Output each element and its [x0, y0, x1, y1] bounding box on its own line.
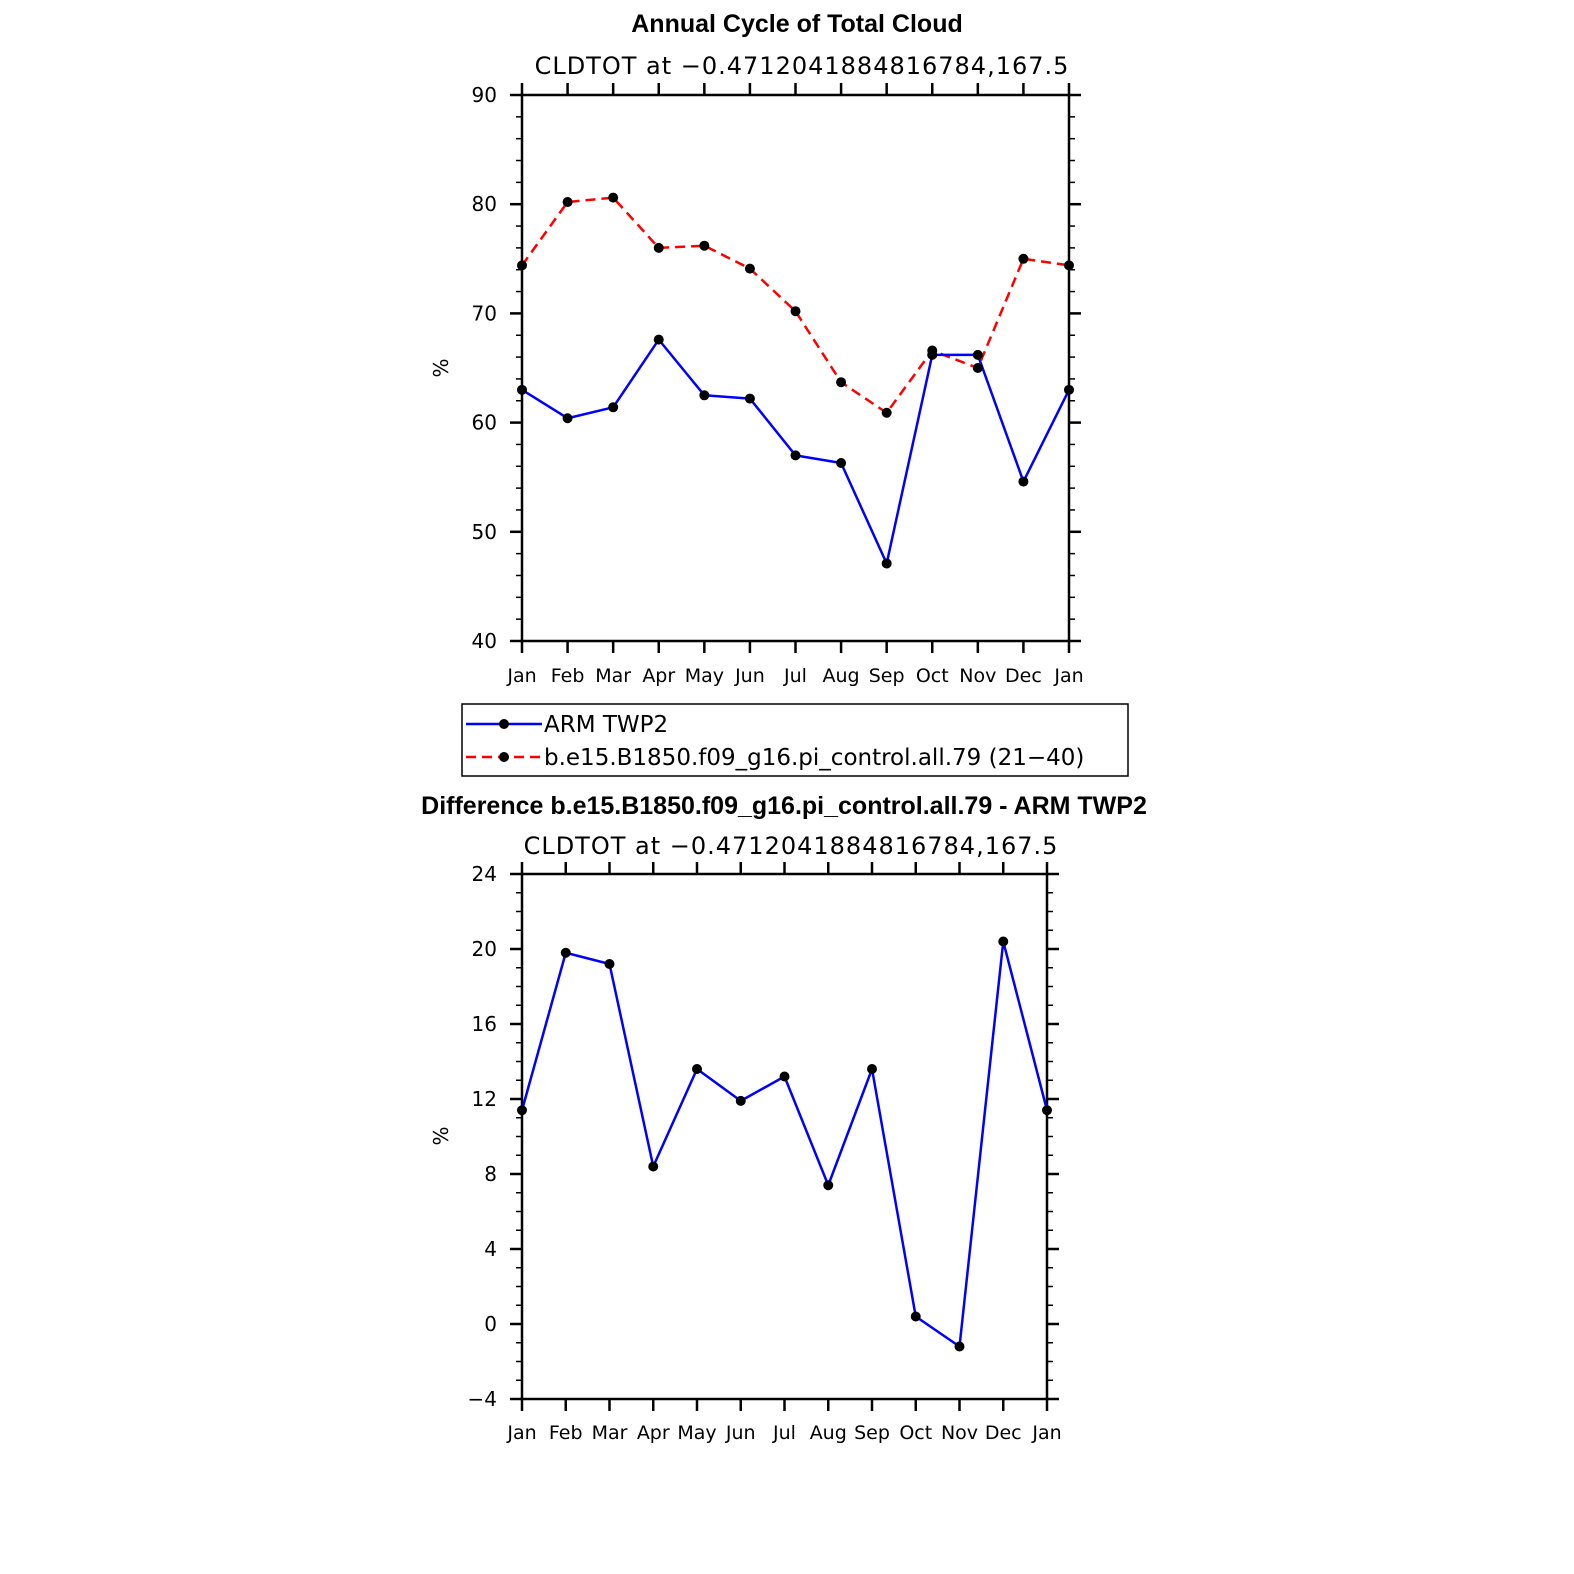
difference-y-axis-label: % — [429, 1126, 453, 1145]
y-axis-label: % — [429, 358, 453, 377]
series-0-point — [735, 1095, 746, 1106]
x-tick-label: Apr — [642, 665, 675, 687]
series-line-0 — [520, 940, 1049, 1348]
series-0-point — [954, 1341, 965, 1352]
x-tick-label: Sep — [854, 1422, 890, 1444]
series-0-point — [692, 1064, 702, 1074]
series-1-point — [699, 240, 710, 251]
difference-title: Difference b.e15.B1850.f09_g16.pi_contro… — [421, 792, 1147, 820]
series-1-point — [790, 306, 801, 317]
series-0-point — [779, 1071, 790, 1082]
series-1-point — [653, 242, 664, 253]
x-tick-label: Jun — [725, 1422, 756, 1444]
chart-subtitle: CLDTOT at −0.4712041884816784,167.5 — [535, 52, 1070, 80]
y-tick-label: 50 — [472, 520, 497, 544]
series-0-point — [560, 947, 571, 958]
difference-panel: Difference b.e15.B1850.f09_g16.pi_contro… — [421, 792, 1147, 1444]
x-tick-label: Aug — [823, 665, 860, 687]
series-1-point — [836, 377, 847, 388]
series-1-point — [972, 363, 983, 373]
y-tick-label: 8 — [484, 1162, 497, 1186]
series-1-point — [1064, 260, 1074, 271]
series-0-point — [653, 334, 664, 345]
legend-label-arm: ARM TWP2 — [544, 712, 668, 738]
x-tick-label: Dec — [985, 1422, 1022, 1444]
series-1-point — [881, 407, 892, 418]
x-tick-label: Jan — [1053, 665, 1083, 687]
annual-cycle-plot-area: 40 50 60 70 80 90 Jan Feb Mar Apr May Jun Jul Aug Sep O… — [472, 83, 1084, 687]
series-0-point — [998, 936, 1009, 947]
series-1-point — [562, 197, 573, 208]
y-tick-label: 20 — [472, 937, 497, 961]
series-0-point — [881, 558, 892, 569]
difference-plot-area: −4 0 4 8 12 16 20 24 Jan Feb Mar Apr May Jun Jul Aug Sep… — [468, 862, 1062, 1444]
x-tick-label: Nov — [959, 665, 996, 687]
x-tick-label: Aug — [810, 1422, 847, 1444]
y-tick-label: 4 — [484, 1237, 497, 1261]
x-tick-label: May — [685, 665, 724, 687]
series-0-point — [972, 349, 983, 360]
y-tick-label: 80 — [472, 192, 497, 216]
y-tick-label: 40 — [472, 629, 497, 653]
legend-marker-arm — [499, 719, 509, 729]
annual-cycle-panel: Annual Cycle of Total Cloud CLDTOT at −0… — [429, 10, 1129, 777]
y-tick-label: 90 — [472, 83, 497, 107]
x-tick-label: May — [677, 1422, 716, 1444]
plot-frame — [520, 93, 1071, 643]
x-tick-label: Apr — [637, 1422, 670, 1444]
series-0-point — [604, 959, 615, 969]
series-0-point — [608, 402, 619, 413]
y-tick-label: −4 — [468, 1387, 497, 1411]
chart-title: Annual Cycle of Total Cloud — [631, 10, 962, 38]
series-0-point — [699, 390, 710, 401]
legend: ARM TWP2 b.e15.B1850.f09_g16.pi_control.… — [461, 703, 1129, 777]
x-tick-label: Nov — [941, 1422, 978, 1444]
series-1-point — [744, 263, 755, 274]
series-0-point — [836, 458, 847, 469]
x-tick-label: Feb — [549, 1422, 583, 1444]
series-0-point — [562, 413, 573, 424]
x-tick-label: Dec — [1005, 665, 1042, 687]
series-1-point — [1018, 253, 1029, 264]
series-0-point — [517, 384, 527, 395]
x-tick-label: Oct — [916, 665, 949, 687]
series-0-point — [910, 1311, 921, 1322]
x-tick-label: Jan — [506, 665, 536, 687]
y-tick-label: 0 — [484, 1312, 497, 1336]
x-tick-label: Jan — [506, 1422, 536, 1444]
y-tick-label: 16 — [472, 1012, 497, 1036]
x-tick-label: Jul — [772, 1422, 796, 1444]
legend-marker-model — [499, 752, 509, 762]
series-0-point — [517, 1105, 527, 1116]
legend-label-model: b.e15.B1850.f09_g16.pi_control.all.79 (2… — [544, 745, 1084, 771]
x-tick-label: Feb — [551, 665, 585, 687]
series-1-point — [608, 192, 619, 203]
series-0-point — [1018, 476, 1029, 487]
series-1-point — [517, 260, 527, 271]
x-tick-label: Jul — [783, 665, 807, 687]
series-0-point — [648, 1161, 659, 1172]
series-0-point — [744, 393, 755, 404]
legend-box — [461, 703, 1129, 777]
plot-frame — [520, 872, 1049, 1401]
series-0-point — [867, 1064, 877, 1074]
x-tick-label: Oct — [899, 1422, 932, 1444]
difference-subtitle: CLDTOT at −0.4712041884816784,167.5 — [524, 832, 1059, 860]
series-0-point — [1064, 384, 1074, 395]
series-0-point — [790, 450, 801, 461]
series-1-point — [927, 345, 938, 356]
y-tick-label: 70 — [472, 301, 497, 325]
series-0-point — [823, 1180, 834, 1191]
series-0-point — [1042, 1105, 1052, 1116]
x-tick-label: Mar — [592, 1422, 628, 1444]
x-tick-label: Jan — [1031, 1422, 1061, 1444]
x-tick-label: Mar — [595, 665, 631, 687]
y-tick-label: 24 — [472, 862, 497, 886]
x-tick-label: Jun — [734, 665, 765, 687]
y-tick-label: 60 — [472, 411, 497, 435]
y-tick-label: 12 — [472, 1087, 497, 1111]
x-tick-label: Sep — [869, 665, 905, 687]
